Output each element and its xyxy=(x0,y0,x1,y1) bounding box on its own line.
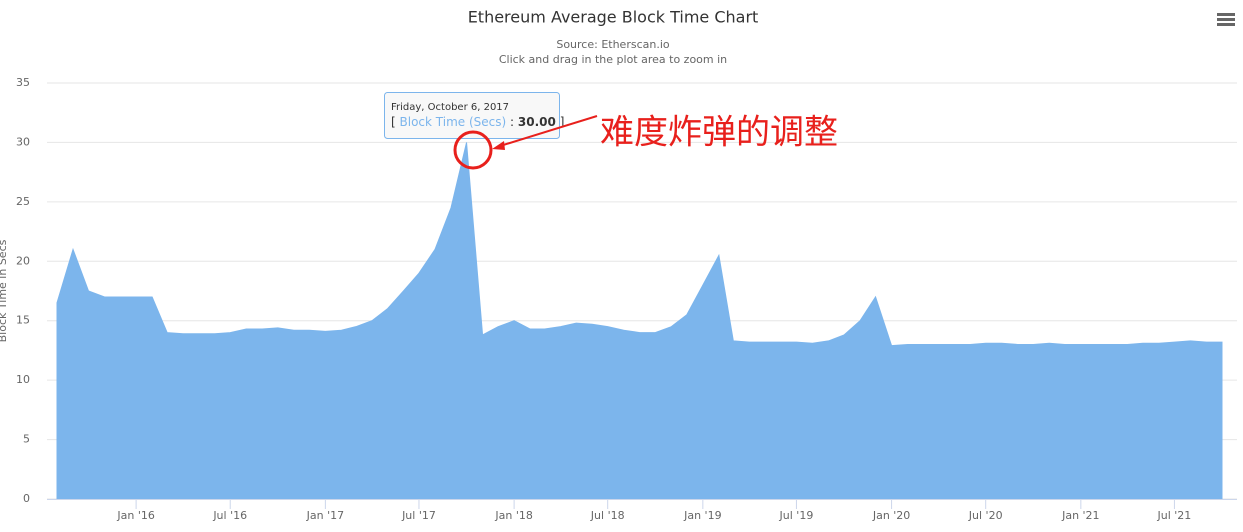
x-tick-label: Jul '16 xyxy=(212,509,247,522)
x-tick-label: Jul '21 xyxy=(1157,509,1192,522)
menu-button[interactable] xyxy=(1217,13,1235,26)
tooltip: Friday, October 6, 2017 [ Block Time (Se… xyxy=(384,92,564,139)
y-tick-label: 0 xyxy=(23,492,30,505)
tooltip-bracket: ] xyxy=(560,115,565,129)
y-tick-label: 35 xyxy=(16,76,30,89)
y-tick-label: 20 xyxy=(16,254,30,267)
y-tick-label: 10 xyxy=(16,373,30,386)
highlight-circle xyxy=(453,130,493,170)
area xyxy=(56,142,1223,500)
x-tick-label: Jul '19 xyxy=(779,509,814,522)
subtitle: Source: Etherscan.io xyxy=(556,38,670,51)
chart-title: Ethereum Average Block Time Chart xyxy=(468,8,759,27)
menu-bar xyxy=(1217,23,1235,26)
x-tick-label: Jul '18 xyxy=(590,509,625,522)
menu-bar xyxy=(1217,13,1235,16)
menu-bar xyxy=(1217,18,1235,21)
tooltip-bracket: [ xyxy=(391,115,396,129)
x-tick-label: Jan '19 xyxy=(683,509,721,522)
tooltip-date: Friday, October 6, 2017 xyxy=(391,102,509,113)
tooltip-line: [ Block Time (Secs) : 30.00 ] xyxy=(391,115,564,129)
x-tick-label: Jan '20 xyxy=(872,509,910,522)
annotation: 难度炸弹的调整 xyxy=(600,113,838,153)
x-tick-label: Jan '17 xyxy=(306,509,344,522)
axes: 0 5 10 15 20 25 30 35 Jan '16 Jul '16 Jan '17 Jul '… xyxy=(16,76,1237,522)
y-tick-label: 30 xyxy=(16,135,30,148)
tooltip-series: Block Time (Secs) xyxy=(400,115,507,129)
y-tick-label: 15 xyxy=(16,314,30,327)
tooltip-box xyxy=(384,92,560,139)
x-tick-label: Jul '17 xyxy=(401,509,436,522)
plot xyxy=(56,142,1223,500)
y-axis-title: Block Time in Secs xyxy=(0,239,9,342)
x-tick-label: Jul '20 xyxy=(968,509,1003,522)
x-tick-label: Jan '16 xyxy=(116,509,154,522)
y-tick-label: 25 xyxy=(16,195,30,208)
x-tick-label: Jan '21 xyxy=(1061,509,1099,522)
y-tick-label: 5 xyxy=(23,433,30,446)
tooltip-sep: : xyxy=(510,115,514,129)
subtitle: Click and drag in the plot area to zoom … xyxy=(499,53,727,66)
tooltip-value: 30.00 xyxy=(518,115,556,129)
arrow-head xyxy=(492,141,505,150)
arrow-line xyxy=(499,115,598,147)
x-tick-label: Jan '18 xyxy=(494,509,532,522)
